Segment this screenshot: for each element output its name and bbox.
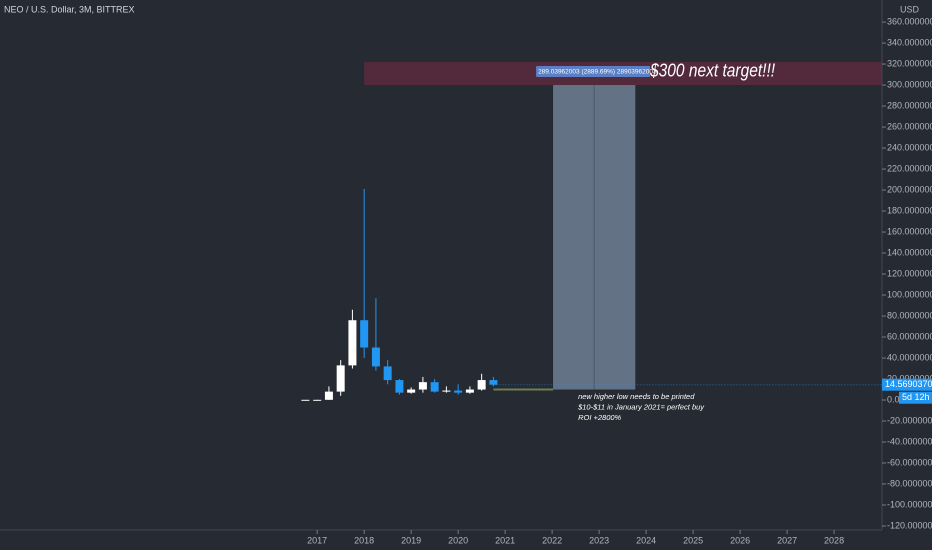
y-tick-label: 40.00000000 (887, 352, 932, 362)
x-tick-label: 2027 (777, 535, 797, 545)
y-tick-label: 120.00000000 (887, 268, 932, 278)
candle-body (489, 380, 498, 385)
note-line: new higher low needs to be printed (578, 392, 695, 401)
y-tick-label: 220.00000000 (887, 163, 932, 173)
candle-body (336, 365, 345, 392)
y-tick-label: 100.00000000 (887, 289, 932, 299)
y-tick-label: -120.00000000 (887, 520, 932, 530)
countdown-bg (899, 391, 932, 404)
candle-body (442, 390, 451, 392)
x-tick-label: 2022 (542, 535, 562, 545)
measure-label-bg (536, 66, 651, 78)
y-tick-label: 80.00000000 (887, 310, 932, 320)
candle-body (477, 380, 486, 390)
candle-body (430, 382, 439, 392)
note-line: ROI +2800% (578, 413, 621, 422)
price-axis-panel (882, 0, 932, 550)
candle-body (407, 389, 416, 393)
measure-label: 289.03962003 (2889.69%) 28903962003 (538, 68, 657, 75)
y-tick-label: 60.00000000 (887, 331, 932, 341)
y-tick-label: 200.00000000 (887, 184, 932, 194)
candle-body (418, 382, 427, 390)
y-tick-label: 140.00000000 (887, 247, 932, 257)
x-tick-label: 2023 (589, 535, 609, 545)
currency-label: USD (900, 4, 920, 14)
x-tick-label: 2020 (448, 535, 468, 545)
y-tick-label: 340.00000000 (887, 37, 932, 47)
y-tick-label: 260.00000000 (887, 121, 932, 131)
candle-body (395, 380, 404, 393)
y-tick-label: -80.00000000 (887, 478, 932, 488)
y-tick-label: 320.00000000 (887, 58, 932, 68)
y-tick-label: 240.00000000 (887, 142, 932, 152)
x-tick-label: 2028 (824, 535, 844, 545)
target-label: $300 next target!!! (649, 61, 775, 81)
y-tick-label: 360.00000000 (887, 16, 932, 26)
y-tick-label: 180.00000000 (887, 205, 932, 215)
y-tick-label: 20.00000000 (887, 373, 932, 383)
last-price-label: 14.56903701 (885, 379, 932, 389)
y-tick-label: -40.00000000 (887, 436, 932, 446)
y-tick-label: 160.00000000 (887, 226, 932, 236)
candle-body (348, 320, 357, 366)
last-price-bg (882, 378, 932, 391)
axes: 360.00000000 340.00000000 320.00000000 300.… (307, 16, 932, 545)
x-tick-label: 2019 (401, 535, 421, 545)
y-tick-label: 280.00000000 (887, 100, 932, 110)
candle-body (383, 366, 392, 381)
x-tick-label: 2025 (683, 535, 703, 545)
plot-area: 289.03962003 (2889.69%) 28903962003$300 … (301, 61, 883, 422)
y-tick-label: 300.00000000 (887, 79, 932, 89)
x-tick-label: 2021 (495, 535, 515, 545)
countdown-label: 5d 12h (902, 392, 930, 402)
y-tick-label: -60.00000000 (887, 457, 932, 467)
candle-body (465, 389, 474, 393)
x-tick-label: 2026 (730, 535, 750, 545)
candle-body (371, 347, 380, 367)
y-tick-label: -100.00000000 (887, 499, 932, 509)
x-tick-label: 2017 (307, 535, 327, 545)
x-tick-label: 2018 (354, 535, 374, 545)
chart-title: NEO / U.S. Dollar, 3M, BITTREX (4, 4, 135, 14)
y-tick-label: -20.00000000 (887, 415, 932, 425)
candle-body (313, 399, 322, 401)
candle-body (454, 390, 463, 393)
candle-body (301, 399, 310, 401)
candle-body (360, 320, 369, 348)
candle-body (324, 391, 333, 400)
note-line: $10-$11 in January 2021= perfect buy (577, 402, 705, 411)
x-tick-label: 2024 (636, 535, 656, 545)
